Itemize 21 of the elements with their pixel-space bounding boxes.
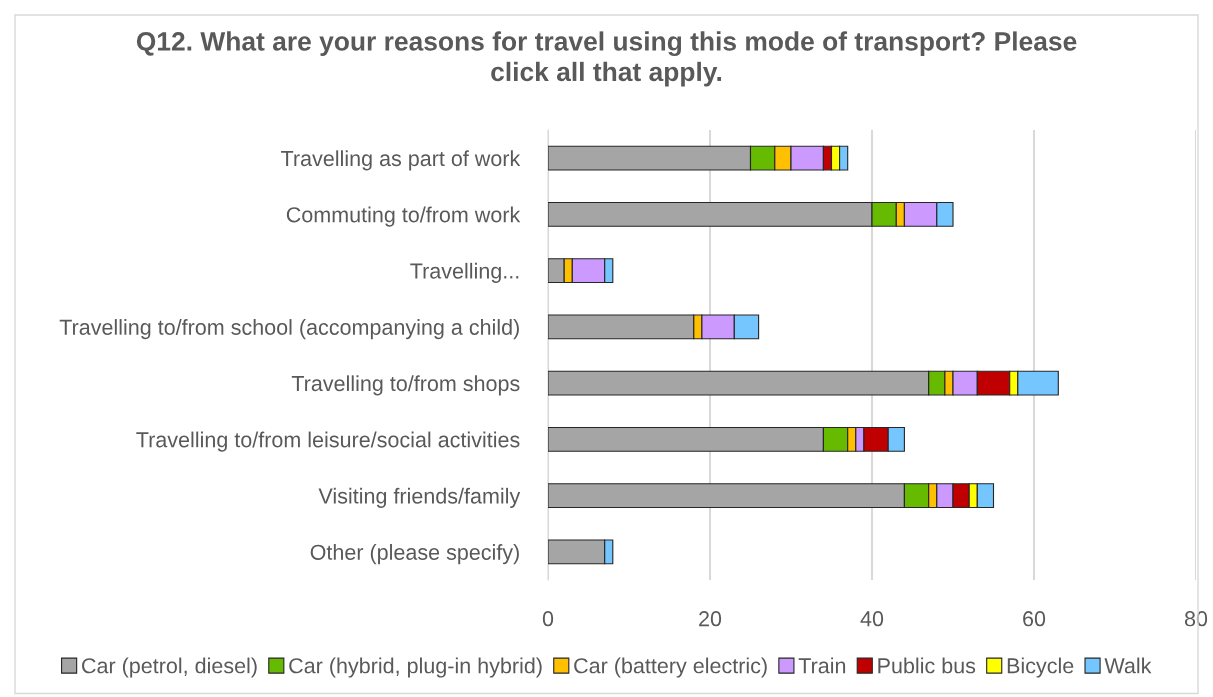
legend-label: Car (petrol, diesel) [82,657,257,678]
legend-label: Train [798,657,846,674]
x-tick-label: 40 [860,611,884,627]
legend-label: Car (battery electric) [574,657,767,678]
y-tick-label: Travelling... [410,262,519,283]
y-tick-label: Travelling to/from shops [291,375,520,396]
legend-label: Public bus [878,657,976,674]
x-tick-label: 0 [542,611,554,627]
x-tick-label: 80 [1184,611,1208,627]
y-tick-label: Travelling as part of work [281,150,521,171]
y-tick-label: Visiting friends/family [318,487,521,508]
y-tick-label: Travelling to/from school (accompanying a child) [59,319,519,340]
y-tick-label: Commuting to/from work [286,206,521,227]
legend-label: Bicycle [1007,657,1074,678]
y-tick-label: Travelling to/from leisure/social activities [136,431,520,452]
chart-title: Q12. What are your reasons for travel using this mode of transport? Please click all that apply. [136,31,1077,87]
y-tick-label: Other (please specify) [310,544,519,565]
x-tick-label: 20 [699,611,722,627]
x-tick-label: 60 [1023,611,1046,627]
legend-label: Car (hybrid, plug-in hybrid) [289,657,542,678]
legend-label: Walk [1104,657,1152,674]
